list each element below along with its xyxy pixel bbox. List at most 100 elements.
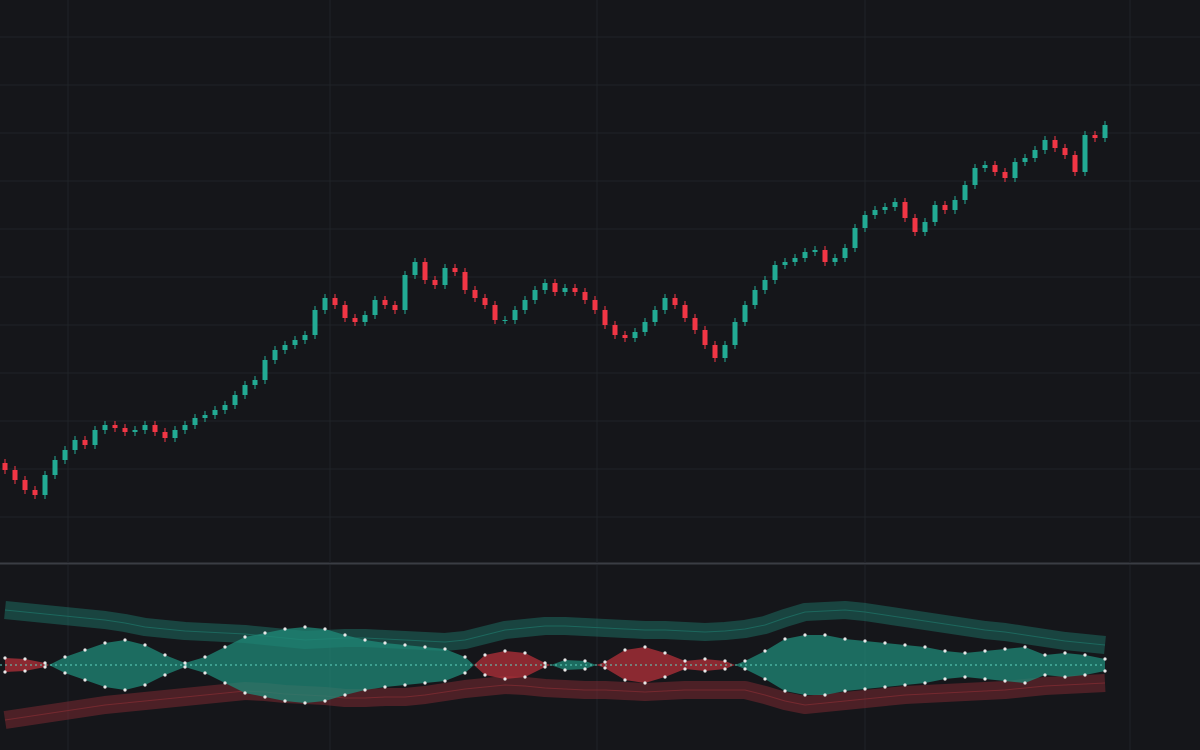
oscillator-dot: [623, 648, 627, 652]
candle-body: [912, 218, 918, 232]
oscillator-dot: [623, 678, 627, 682]
oscillator-dot: [643, 681, 647, 685]
candle-body: [212, 410, 218, 415]
oscillator-dot: [123, 688, 127, 692]
oscillator-dot: [903, 683, 907, 687]
oscillator-dot: [1043, 653, 1047, 657]
candle-body: [752, 290, 758, 305]
oscillator-dot: [1023, 681, 1027, 685]
candle-body: [932, 205, 938, 222]
candle-body: [972, 168, 978, 185]
candle-body: [672, 298, 678, 305]
candle-body: [422, 262, 428, 280]
candle-body: [892, 202, 898, 207]
candle-body: [442, 268, 448, 285]
oscillator-dot: [1043, 673, 1047, 677]
oscillator-dot: [463, 671, 467, 675]
candle-body: [852, 228, 858, 248]
candle-body: [812, 250, 818, 252]
oscillator-dot: [463, 655, 467, 659]
candle-body: [152, 425, 158, 432]
candle-body: [402, 275, 408, 310]
oscillator-dot: [363, 688, 367, 692]
candle-body: [902, 202, 908, 218]
oscillator-dot: [783, 637, 787, 641]
candle-body: [252, 380, 258, 385]
oscillator-dot: [703, 669, 707, 673]
candle-body: [2, 463, 8, 470]
oscillator-dot: [223, 681, 227, 685]
oscillator-dot: [243, 691, 247, 695]
oscillator-dot: [563, 658, 567, 662]
oscillator-dot: [783, 689, 787, 693]
oscillator-dot: [943, 677, 947, 681]
candle-body: [1062, 148, 1068, 155]
oscillator-dot: [23, 657, 27, 661]
oscillator-dot: [343, 633, 347, 637]
candle-body: [992, 165, 998, 172]
oscillator-dot: [43, 661, 47, 665]
oscillator-dot: [403, 683, 407, 687]
oscillator-dot: [983, 649, 987, 653]
candle-body: [562, 288, 568, 292]
oscillator-dot: [543, 665, 547, 669]
candle-body: [182, 425, 188, 430]
oscillator-dot: [743, 667, 747, 671]
oscillator-dot: [303, 625, 307, 629]
band-edge: [4, 682, 1106, 721]
oscillator-dot: [1083, 673, 1087, 677]
candle-body: [512, 310, 518, 320]
candle-body: [1092, 135, 1098, 138]
candle-body: [872, 210, 878, 215]
oscillator-dot: [83, 648, 87, 652]
oscillator-dot: [663, 675, 667, 679]
oscillator-dot: [543, 661, 547, 665]
oscillator-dot: [203, 671, 207, 675]
candle-body: [242, 385, 248, 395]
candle-body: [12, 470, 18, 480]
oscillator-area: [473, 651, 551, 679]
oscillator-dot: [1003, 679, 1007, 683]
candle-body: [922, 222, 928, 232]
candle-body: [72, 440, 78, 450]
oscillator-dot: [423, 681, 427, 685]
oscillator-dot: [923, 645, 927, 649]
oscillator-dot: [143, 643, 147, 647]
candle-body: [412, 262, 418, 275]
oscillator-dot: [1083, 653, 1087, 657]
oscillator-dot: [803, 633, 807, 637]
candle-body: [522, 300, 528, 310]
oscillator-dot: [123, 638, 127, 642]
oscillator-dot: [283, 699, 287, 703]
oscillator-dot: [603, 660, 607, 664]
oscillator-dot: [203, 655, 207, 659]
candle-body: [142, 425, 148, 430]
candle-body: [222, 405, 228, 410]
candle-body: [1082, 135, 1088, 172]
candle-body: [352, 318, 358, 322]
oscillator-dot: [763, 649, 767, 653]
candle-body: [472, 290, 478, 298]
candle-body: [232, 395, 238, 405]
oscillator-dot: [443, 647, 447, 651]
candle-body: [712, 345, 718, 358]
oscillator-dot: [43, 665, 47, 669]
oscillator-dot: [683, 659, 687, 663]
candle-body: [732, 322, 738, 345]
oscillator-dot: [323, 699, 327, 703]
oscillator-dot: [723, 667, 727, 671]
oscillator-dot: [963, 651, 967, 655]
candle-body: [162, 432, 168, 438]
oscillator-dot: [83, 678, 87, 682]
candle-body: [492, 305, 498, 320]
oscillator-dot: [143, 683, 147, 687]
candle-body: [782, 262, 788, 265]
candle-body: [792, 258, 798, 262]
candle-body: [962, 185, 968, 200]
oscillator-dot: [103, 685, 107, 689]
candle-body: [822, 250, 828, 262]
candle-body: [342, 305, 348, 318]
candle-body: [832, 258, 838, 262]
candle-body: [202, 415, 208, 418]
candle-body: [52, 460, 58, 475]
